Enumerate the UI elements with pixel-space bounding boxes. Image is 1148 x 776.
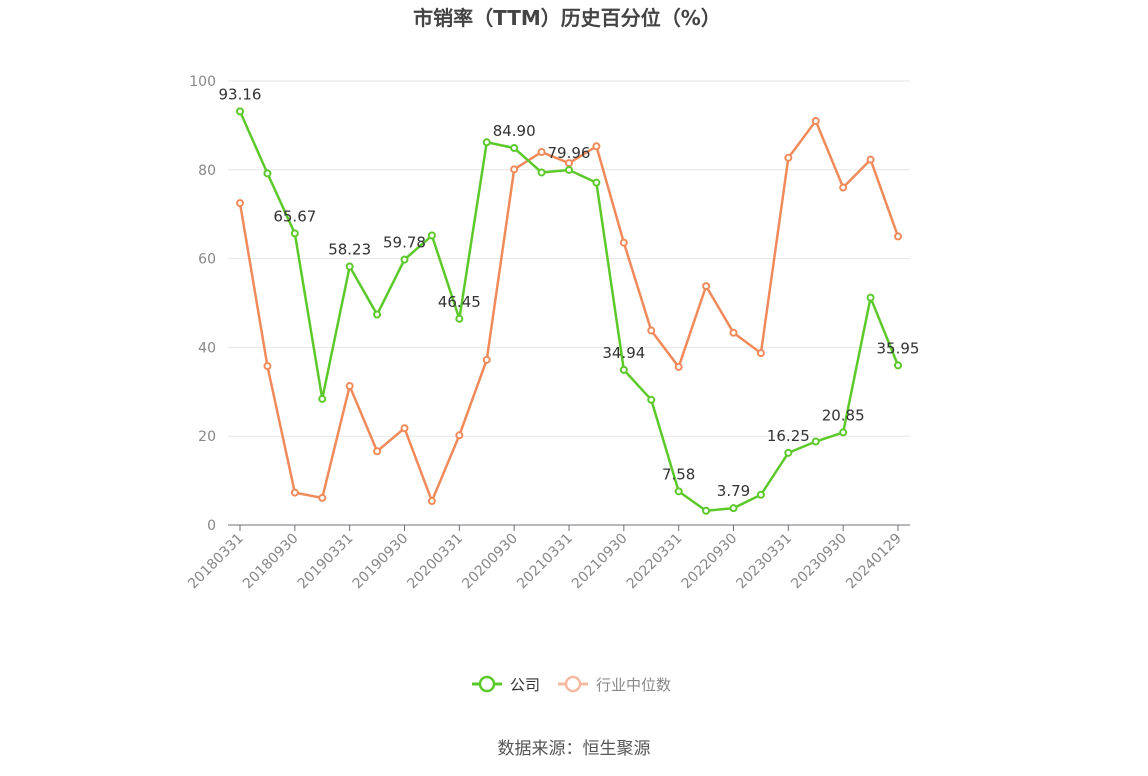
x-tick-label: 20210930 [569,531,631,593]
data-label: 3.79 [717,482,750,500]
x-tick-label: 20180331 [185,531,247,593]
x-tick-label: 20190930 [350,531,412,593]
data-point [400,255,409,264]
data-point [290,488,299,497]
data-point [592,142,601,151]
legend-item-company[interactable]: 公司 [472,675,540,694]
chart-title: 市销率（TTM）历史百分位（%） [413,6,721,30]
data-point [482,355,491,364]
data-point [702,282,711,291]
data-point [647,395,656,404]
legend-marker [564,675,582,693]
data-point [729,504,738,513]
data-point [729,328,738,337]
data-point [784,448,793,457]
data-point [400,424,409,433]
data-point [427,497,436,506]
data-point [702,506,711,515]
data-point [373,310,382,319]
data-label: 35.95 [877,339,920,357]
data-point [318,394,327,403]
data-point [427,231,436,240]
y-tick-label: 40 [198,340,216,356]
data-label: 20.85 [822,406,865,424]
data-point [839,428,848,437]
legend-marker [478,675,496,693]
data-point [290,229,299,238]
data-label: 84.90 [493,122,536,140]
series-group [236,107,902,515]
x-tick-label: 20210331 [514,531,576,593]
data-point [263,362,272,371]
x-tick-label: 20240129 [843,531,905,593]
x-tick-label: 20200930 [459,531,521,593]
x-tick-label: 20230930 [788,531,850,593]
data-point [510,165,519,174]
x-tick-label: 20180930 [240,531,302,593]
data-point [811,437,820,446]
data-point [318,493,327,502]
data-label: 7.58 [662,465,695,483]
data-point [866,293,875,302]
x-tick-label: 20230331 [733,531,795,593]
data-point [236,199,244,208]
y-tick-label: 100 [189,74,216,90]
data-label: 46.45 [438,293,481,311]
x-tick-label: 20220331 [624,531,686,593]
data-label: 34.94 [602,344,645,362]
data-label: 58.23 [328,240,371,258]
legend-item-industry[interactable]: 行业中位数 [558,675,671,694]
data-label: 79.96 [548,144,591,162]
data-point [236,107,244,116]
data-point [565,165,573,174]
legend-label: 行业中位数 [596,676,671,694]
data-point [455,314,464,323]
data-point [455,431,464,440]
data-point [674,362,683,371]
x-tick-label: 20220930 [679,531,741,593]
data-point [894,361,902,370]
data-label: 65.67 [273,207,316,225]
data-point [619,365,628,374]
data-label: 59.78 [383,234,426,252]
data-point [784,153,793,162]
x-tick-label: 20190331 [295,531,357,593]
data-label: 93.16 [219,85,262,103]
source-note: 数据来源：恒生聚源 [498,739,651,759]
data-point [592,178,601,187]
y-tick-label: 60 [198,252,216,268]
legend-label: 公司 [510,676,540,694]
data-point [345,262,354,271]
data-point [619,238,628,247]
y-tick-label: 0 [207,518,216,534]
legend[interactable]: 公司 行业中位数 [472,675,671,694]
data-point [263,169,272,178]
data-point [482,138,491,147]
data-point [510,144,519,153]
data-point [811,116,820,125]
data-point [345,382,354,391]
y-tick-label: 80 [198,163,216,179]
data-point [537,148,546,157]
grid [228,80,910,437]
data-point [537,168,546,177]
data-label: 16.25 [767,427,810,445]
x-tick-label: 20200331 [404,531,466,593]
data-point [647,326,656,335]
data-point [839,183,848,192]
data-point [866,155,875,164]
data-point [373,447,382,456]
y-tick-label: 20 [198,429,216,445]
data-point [756,349,765,358]
data-labels: 93.16 65.67 58.23 59.78 46.45 84.90 79.96 34.94… [219,85,920,500]
data-point [674,487,683,496]
data-point [756,490,765,499]
data-point [894,232,902,241]
